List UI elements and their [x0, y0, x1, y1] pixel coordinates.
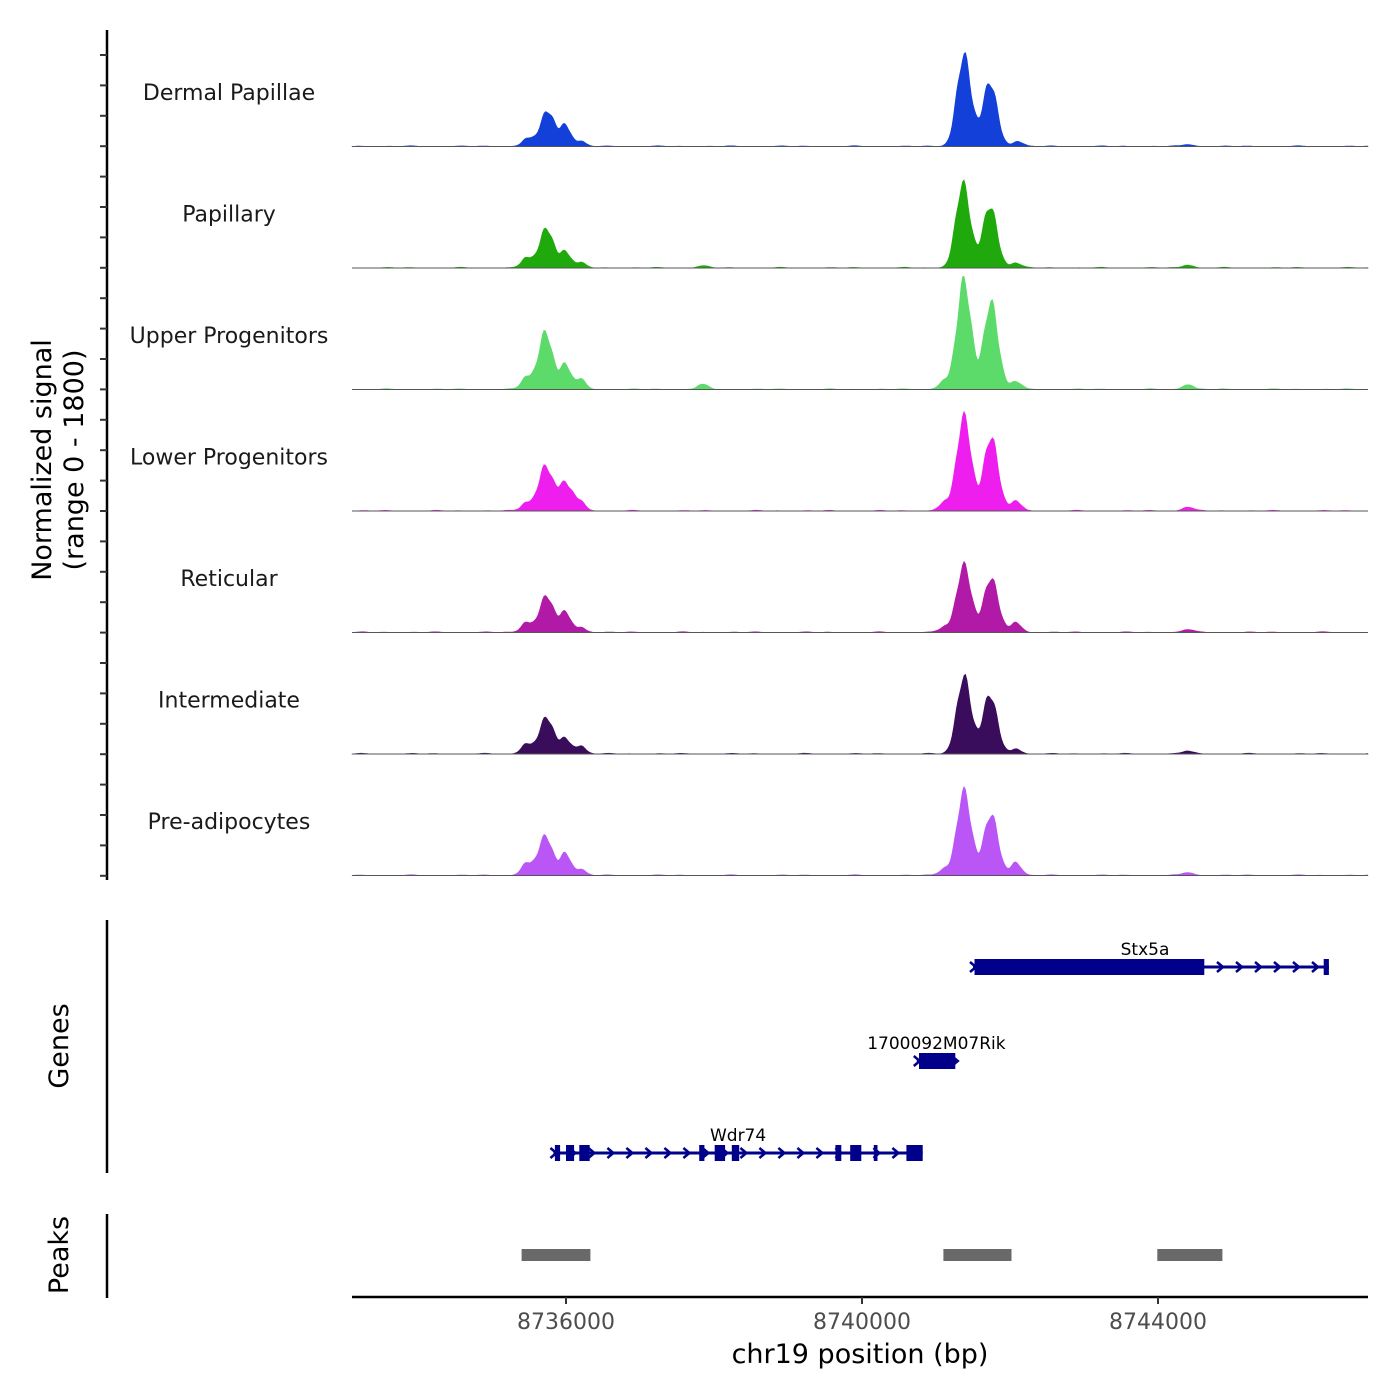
x-axis-ticks: 8736000 8740000 8744000: [517, 1297, 1207, 1335]
strand-arrow-icon: [587, 1147, 597, 1159]
peak-region: [521, 1249, 591, 1261]
coverage-tracks: Dermal Papillae Papillary Upper Progenitor…: [130, 51, 1370, 876]
y-axis-title-line1: Normalized signal: [27, 339, 58, 581]
strand-arrow-icon: [606, 1147, 616, 1159]
strand-arrow-icon: [739, 1147, 749, 1159]
strand-arrow-icon: [644, 1147, 654, 1159]
strand-arrow-icon: [758, 1147, 768, 1159]
strand-arrow-icon: [1216, 961, 1225, 973]
gene-stx5a: Stx5a: [969, 940, 1329, 975]
peak-region: [1157, 1249, 1223, 1261]
track-pre-adipocytes: Pre-adipocytes: [148, 785, 1369, 876]
track-label: Intermediate: [158, 689, 300, 714]
signal-area: [351, 673, 1369, 755]
gene-exon: [714, 1145, 726, 1161]
signal-area: [351, 560, 1369, 633]
track-label: Dermal Papillae: [143, 81, 315, 106]
signal-y-axis: [100, 30, 109, 880]
y-axis-title-line2: (range 0 - 1800): [59, 350, 90, 571]
strand-arrow-icon: [777, 1147, 787, 1159]
signal-area: [351, 785, 1369, 876]
genes-track-title: Genes: [44, 1003, 75, 1088]
gene-exon: [919, 1053, 956, 1069]
strand-arrow-icon: [682, 1147, 692, 1159]
strand-arrow-icon: [891, 1147, 901, 1159]
strand-arrow-icon: [1292, 961, 1301, 973]
strand-arrow-icon: [815, 1147, 825, 1159]
strand-arrow-icon: [625, 1147, 635, 1159]
strand-arrow-icon: [663, 1147, 673, 1159]
peak-region: [943, 1249, 1012, 1261]
track-label: Pre-adipocytes: [148, 810, 311, 835]
gene-annotations: Stx5a 1700092M07Rik Wdr74: [549, 940, 1329, 1161]
track-label: Reticular: [180, 567, 278, 592]
gene-label: Stx5a: [1121, 940, 1170, 960]
track-lower-progenitors: Lower Progenitors: [130, 410, 1368, 512]
track-upper-progenitors: Upper Progenitors: [130, 275, 1369, 390]
track-dermal-papillae: Dermal Papillae: [143, 51, 1369, 147]
gene-exon: [873, 1145, 878, 1161]
track-label: Upper Progenitors: [130, 324, 329, 349]
track-papillary: Papillary: [182, 179, 1370, 269]
x-tick-label: 8736000: [517, 1310, 615, 1335]
gene-exon: [731, 1145, 740, 1161]
signal-area: [352, 275, 1369, 390]
gene-exon: [554, 1145, 561, 1161]
signal-area: [351, 179, 1370, 269]
x-tick-label: 8740000: [813, 1310, 911, 1335]
strand-arrow-icon: [1235, 961, 1244, 973]
signal-area: [352, 410, 1368, 512]
strand-arrow-icon: [1273, 961, 1282, 973]
gene-exon: [1323, 959, 1329, 975]
gene-exon: [850, 1145, 862, 1161]
gene-1700092m07rik: 1700092M07Rik: [867, 1034, 1006, 1069]
strand-arrow-icon: [796, 1147, 806, 1159]
gene-exon: [579, 1145, 590, 1161]
gene-exon: [566, 1145, 575, 1161]
x-axis-title: chr19 position (bp): [732, 1339, 989, 1370]
track-label: Papillary: [182, 203, 276, 228]
strand-arrow-icon: [1254, 961, 1263, 973]
gene-wdr74: Wdr74: [549, 1126, 923, 1161]
gene-label: 1700092M07Rik: [867, 1034, 1006, 1054]
track-reticular: Reticular: [180, 560, 1369, 633]
peaks-track-title: Peaks: [44, 1216, 75, 1294]
gene-exon: [699, 1145, 705, 1161]
strand-arrow-icon: [1311, 961, 1320, 973]
gene-exon: [906, 1145, 923, 1161]
signal-area: [351, 51, 1369, 147]
track-intermediate: Intermediate: [158, 673, 1369, 755]
x-tick-label: 8744000: [1109, 1310, 1207, 1335]
gene-exon: [835, 1145, 842, 1161]
gene-label: Wdr74: [710, 1126, 766, 1146]
track-label: Lower Progenitors: [130, 446, 328, 471]
gene-exon: [974, 959, 1205, 975]
peak-regions: [521, 1249, 1223, 1261]
